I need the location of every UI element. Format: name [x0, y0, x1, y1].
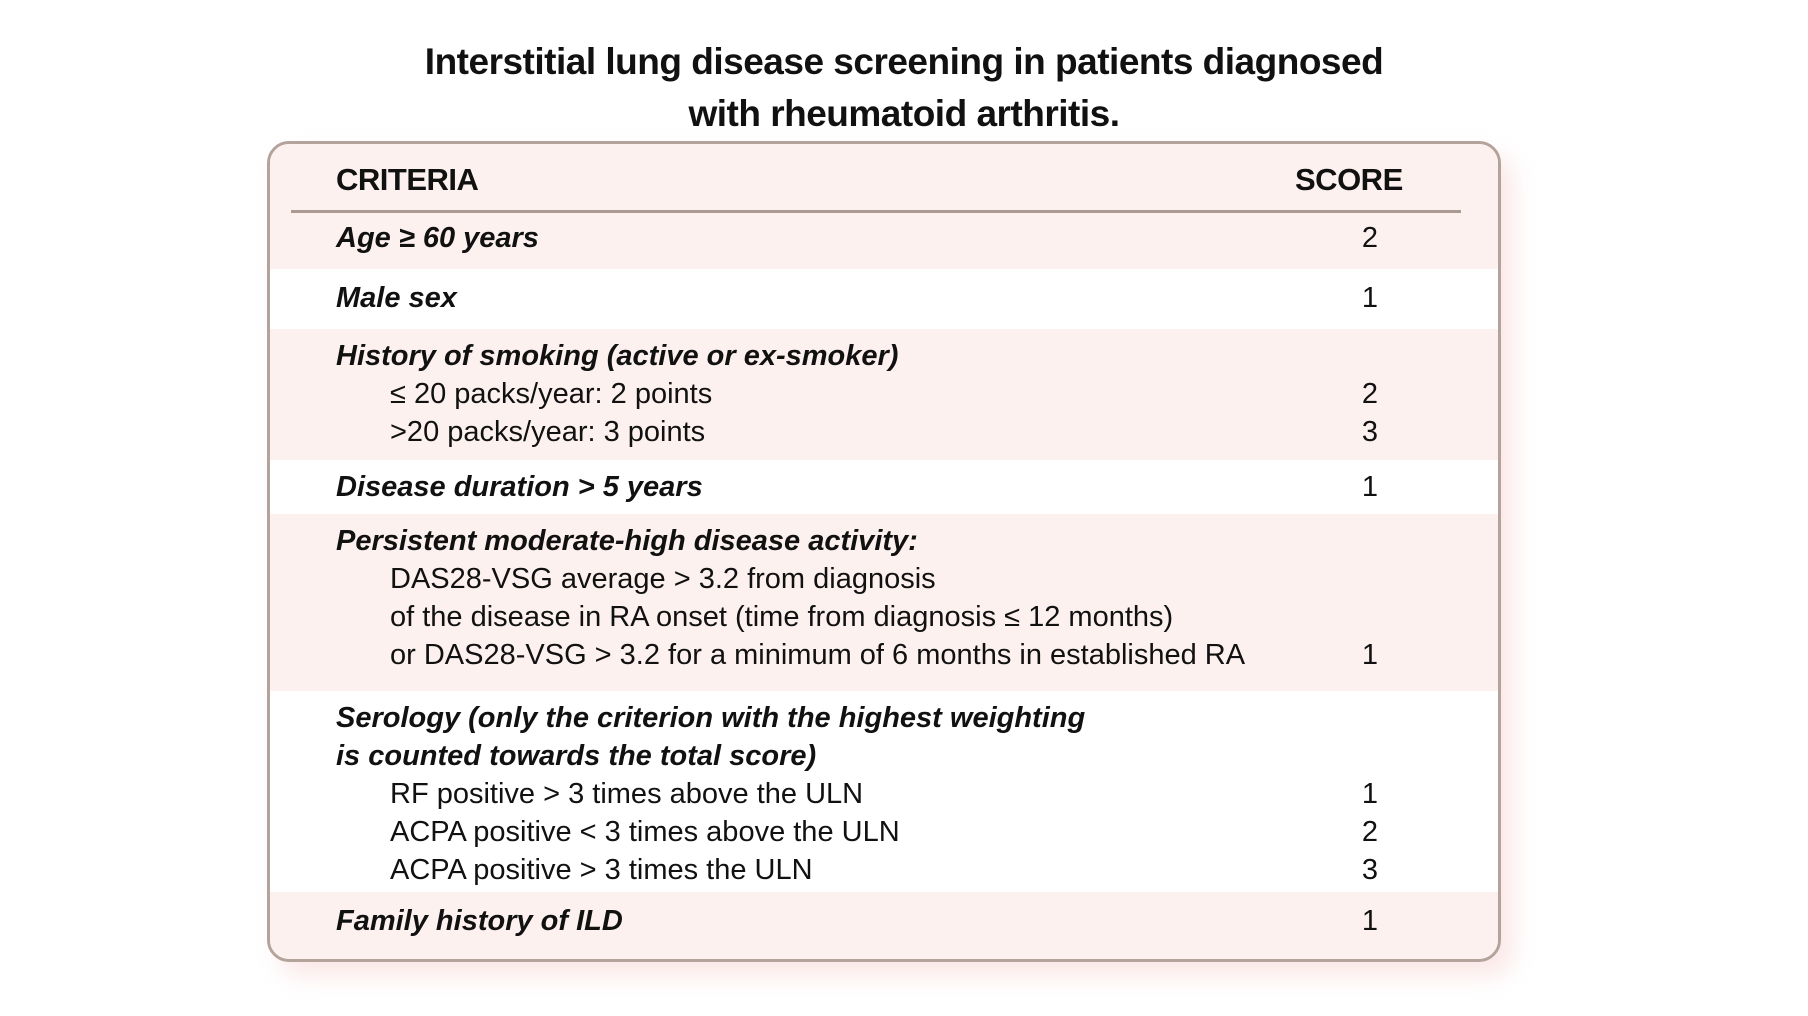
- score-header: SCORE: [1295, 162, 1403, 197]
- table-row: Age ≥ 60 years 2: [270, 213, 1498, 269]
- sub-criterion: DAS28-VSG average > 3.2 from diagnosis: [390, 563, 936, 595]
- table-row: History of smoking (active or ex-smoker)…: [270, 329, 1498, 460]
- title-line-2: with rheumatoid arthritis.: [688, 93, 1120, 134]
- score: 3: [1361, 416, 1379, 448]
- score: 1: [1361, 905, 1379, 937]
- score: 1: [1361, 471, 1379, 503]
- table-row: Serology (only the criterion with the hi…: [270, 691, 1498, 892]
- score: 2: [1361, 378, 1379, 410]
- criterion-continued: is counted towards the total score): [336, 740, 817, 772]
- sub-criterion: RF positive > 3 times above the ULN: [390, 778, 864, 810]
- criterion: Family history of ILD: [336, 905, 623, 937]
- score: 1: [1361, 639, 1379, 671]
- sub-criterion: or DAS28-VSG > 3.2 for a minimum of 6 mo…: [390, 639, 1246, 671]
- sub-criterion: ACPA positive > 3 times the ULN: [390, 854, 813, 886]
- criteria-table: CRITERIA SCORE Age ≥ 60 years 2 Male sex…: [267, 141, 1501, 962]
- table-header: CRITERIA SCORE: [270, 144, 1498, 213]
- criterion: Serology (only the criterion with the hi…: [336, 702, 1086, 734]
- criterion: History of smoking (active or ex-smoker): [336, 340, 899, 372]
- sub-criterion: ≤ 20 packs/year: 2 points: [390, 378, 713, 410]
- sub-criterion: >20 packs/year: 3 points: [390, 416, 706, 448]
- table-row: Persistent moderate-high disease activit…: [270, 514, 1498, 691]
- criterion: Male sex: [336, 282, 457, 314]
- sub-criterion: of the disease in RA onset (time from di…: [390, 601, 1174, 633]
- criterion: Age ≥ 60 years: [336, 222, 539, 254]
- page-title: Interstitial lung disease screening in p…: [0, 36, 1808, 140]
- title-line-1: Interstitial lung disease screening in p…: [424, 41, 1384, 82]
- score: 2: [1361, 222, 1379, 254]
- criteria-header: CRITERIA: [336, 162, 479, 197]
- table-row: Male sex 1: [270, 269, 1498, 329]
- score: 2: [1361, 816, 1379, 848]
- header-divider: [291, 210, 1461, 213]
- score: 3: [1361, 854, 1379, 886]
- criterion: Persistent moderate-high disease activit…: [336, 525, 918, 557]
- table-row: Family history of ILD 1: [270, 892, 1498, 959]
- table-row: Disease duration > 5 years 1: [270, 460, 1498, 514]
- score: 1: [1361, 282, 1379, 314]
- score: 1: [1361, 778, 1379, 810]
- criterion: Disease duration > 5 years: [336, 471, 703, 503]
- sub-criterion: ACPA positive < 3 times above the ULN: [390, 816, 900, 848]
